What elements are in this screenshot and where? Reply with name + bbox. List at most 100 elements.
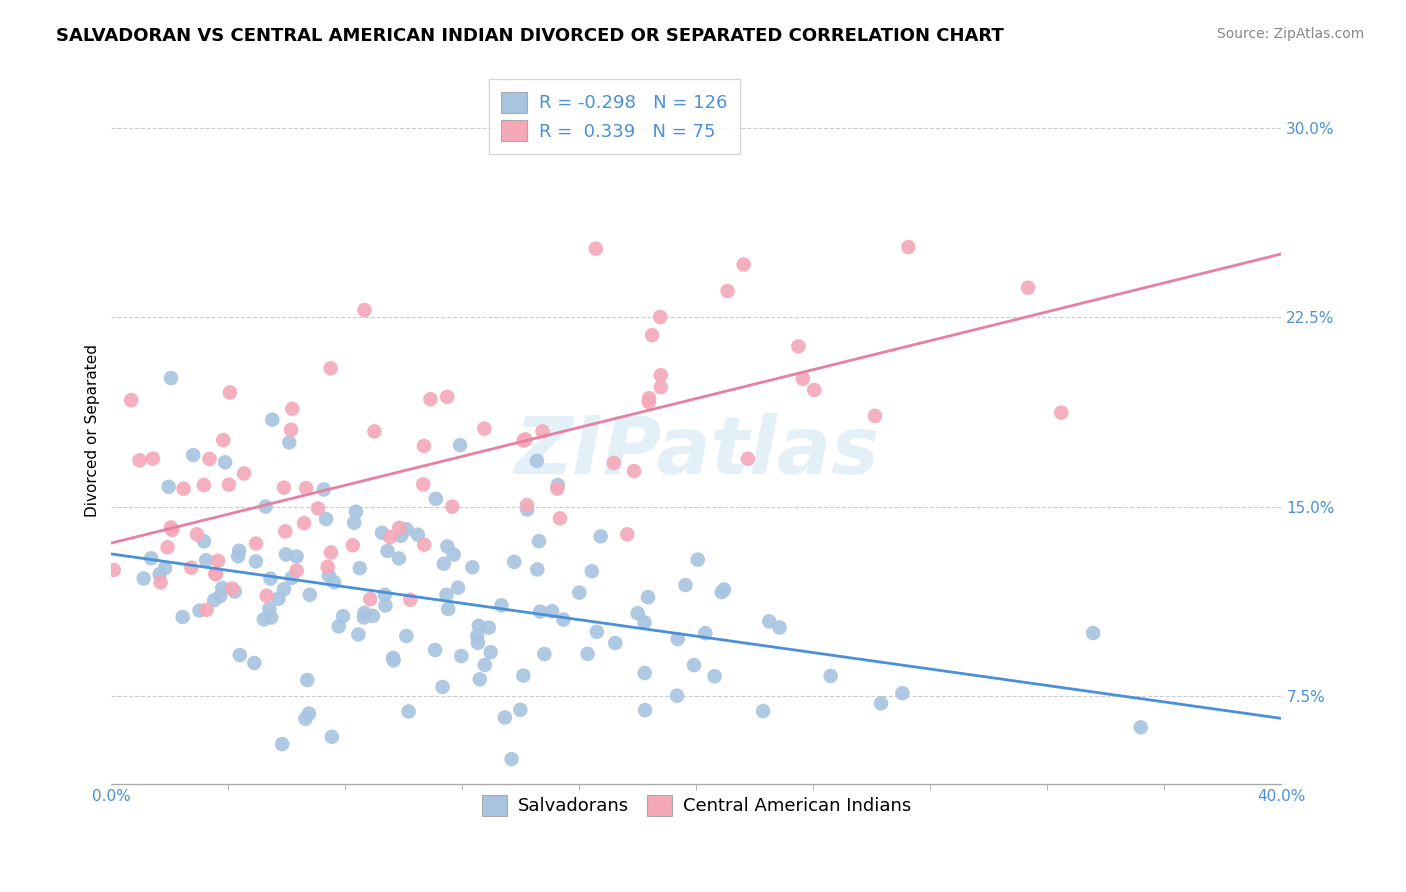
Point [527, 534, 550, 549]
Point [319, 545, 342, 559]
Point [641, 328, 664, 343]
Point [666, 689, 689, 703]
Point [353, 303, 375, 318]
Point [398, 705, 420, 719]
Point [212, 433, 235, 447]
Point [229, 648, 252, 662]
Point [437, 602, 460, 616]
Point [465, 629, 488, 643]
Point [891, 686, 914, 700]
Point [803, 383, 825, 397]
Point [436, 588, 458, 602]
Point [666, 632, 689, 646]
Point [474, 657, 496, 672]
Point [406, 527, 429, 541]
Point [298, 588, 321, 602]
Point [526, 562, 548, 576]
Point [675, 578, 697, 592]
Point [349, 561, 371, 575]
Point [1017, 281, 1039, 295]
Point [425, 491, 447, 506]
Point [388, 551, 411, 566]
Point [703, 669, 725, 683]
Point [274, 524, 297, 539]
Point [752, 704, 775, 718]
Point [441, 500, 464, 514]
Point [245, 536, 267, 550]
Point [443, 548, 465, 562]
Point [315, 512, 337, 526]
Point [218, 477, 240, 491]
Point [193, 534, 215, 549]
Point [120, 393, 142, 408]
Point [627, 606, 650, 620]
Point [737, 451, 759, 466]
Point [153, 561, 176, 575]
Point [616, 527, 638, 541]
Point [512, 668, 534, 682]
Point [382, 653, 405, 667]
Point [193, 478, 215, 492]
Point [363, 425, 385, 439]
Point [285, 564, 308, 578]
Point [292, 516, 315, 531]
Point [603, 456, 626, 470]
Point [188, 603, 211, 617]
Point [273, 481, 295, 495]
Point [256, 589, 278, 603]
Legend: Salvadorans, Central American Indians: Salvadorans, Central American Indians [472, 786, 921, 825]
Point [361, 608, 384, 623]
Point [219, 385, 242, 400]
Point [491, 599, 513, 613]
Point [149, 575, 172, 590]
Point [512, 434, 534, 448]
Point [160, 520, 183, 534]
Point [733, 257, 755, 271]
Point [207, 554, 229, 568]
Point [461, 560, 484, 574]
Point [353, 610, 375, 624]
Point [423, 643, 446, 657]
Point [716, 284, 738, 298]
Point [224, 584, 246, 599]
Point [254, 500, 277, 514]
Point [281, 401, 304, 416]
Y-axis label: Divorced or Separated: Divorced or Separated [86, 344, 100, 517]
Point [374, 599, 396, 613]
Point [157, 480, 180, 494]
Point [436, 540, 458, 554]
Point [526, 454, 548, 468]
Point [683, 658, 706, 673]
Point [332, 609, 354, 624]
Point [634, 703, 657, 717]
Point [503, 555, 526, 569]
Point [297, 673, 319, 687]
Point [509, 703, 531, 717]
Point [399, 592, 422, 607]
Point [515, 433, 537, 447]
Point [478, 621, 501, 635]
Point [312, 483, 335, 497]
Point [149, 567, 172, 582]
Point [605, 636, 627, 650]
Point [419, 392, 441, 407]
Point [581, 564, 603, 578]
Point [211, 581, 233, 595]
Point [285, 549, 308, 564]
Point [432, 680, 454, 694]
Point [468, 619, 491, 633]
Point [186, 527, 208, 541]
Point [298, 706, 321, 721]
Point [173, 482, 195, 496]
Point [280, 571, 302, 585]
Point [280, 423, 302, 437]
Point [1129, 720, 1152, 734]
Point [382, 650, 405, 665]
Point [820, 669, 842, 683]
Point [695, 626, 717, 640]
Point [547, 478, 569, 492]
Point [768, 620, 790, 634]
Point [494, 710, 516, 724]
Point [316, 559, 339, 574]
Point [395, 629, 418, 643]
